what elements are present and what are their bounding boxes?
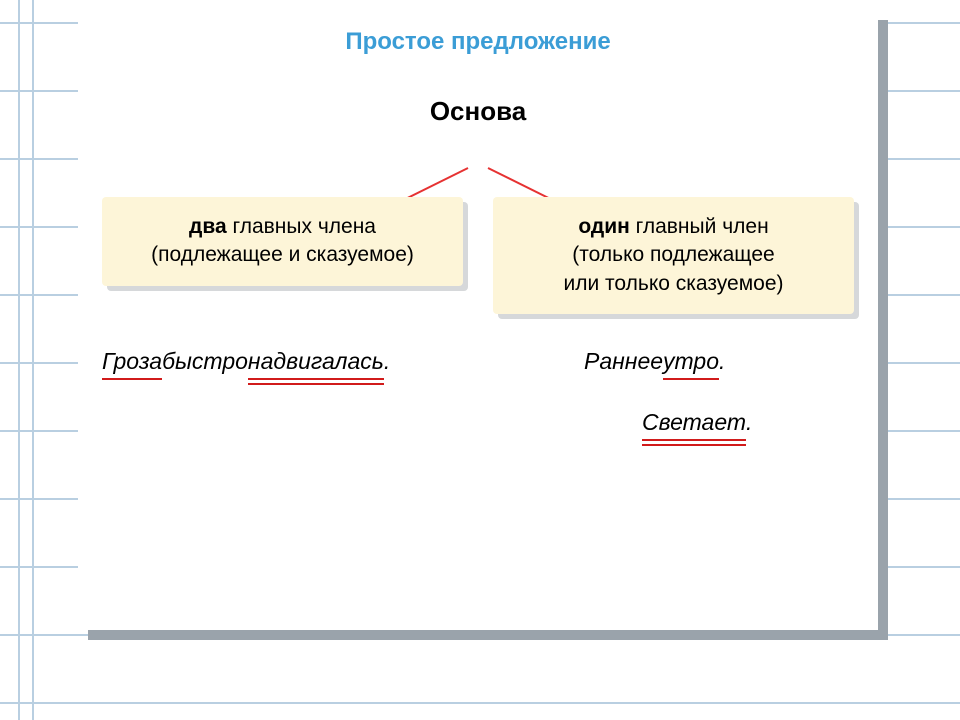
example-word: Гроза	[102, 348, 162, 375]
example-word: .	[746, 409, 752, 436]
example-word: Раннее	[584, 348, 663, 375]
example-word: утро	[663, 348, 719, 375]
box-bold: один	[578, 215, 629, 238]
example-sentence: Раннее утро.	[584, 348, 725, 375]
branch-box-two-members: два главных члена (подлежащее и сказуемо…	[102, 197, 463, 286]
box-line: (подлежащее и сказуемое)	[120, 241, 445, 269]
example-word: надвигалась	[248, 348, 384, 375]
box-bold: два	[189, 215, 227, 238]
example-word: .	[384, 348, 390, 375]
box-line: (только подлежащее	[511, 241, 836, 269]
box-text: главных члена	[227, 215, 376, 238]
examples-left: Гроза быстро надвигалась.	[102, 348, 402, 470]
box-text: главный член	[630, 215, 769, 238]
example-sentence: Светает.	[642, 409, 752, 436]
examples-row: Гроза быстро надвигалась. Раннее утро. С…	[102, 348, 854, 470]
branch-box-one-member: один главный член (только подлежащее или…	[493, 197, 854, 314]
box-line: один главный член	[511, 213, 836, 241]
branches-row: два главных члена (подлежащее и сказуемо…	[102, 197, 854, 314]
box-line: два главных члена	[120, 213, 445, 241]
box-line: или только сказуемое)	[511, 270, 836, 298]
example-word: .	[719, 348, 725, 375]
page-title: Простое предложение	[102, 28, 854, 56]
main-card: Простое предложение Основа два главных ч…	[78, 10, 878, 630]
example-word: быстро	[162, 348, 248, 375]
examples-right: Раннее утро. Светает.	[554, 348, 854, 470]
example-sentence: Гроза быстро надвигалась.	[102, 348, 390, 375]
root-label: Основа	[102, 96, 854, 127]
example-word: Светает	[642, 409, 746, 436]
